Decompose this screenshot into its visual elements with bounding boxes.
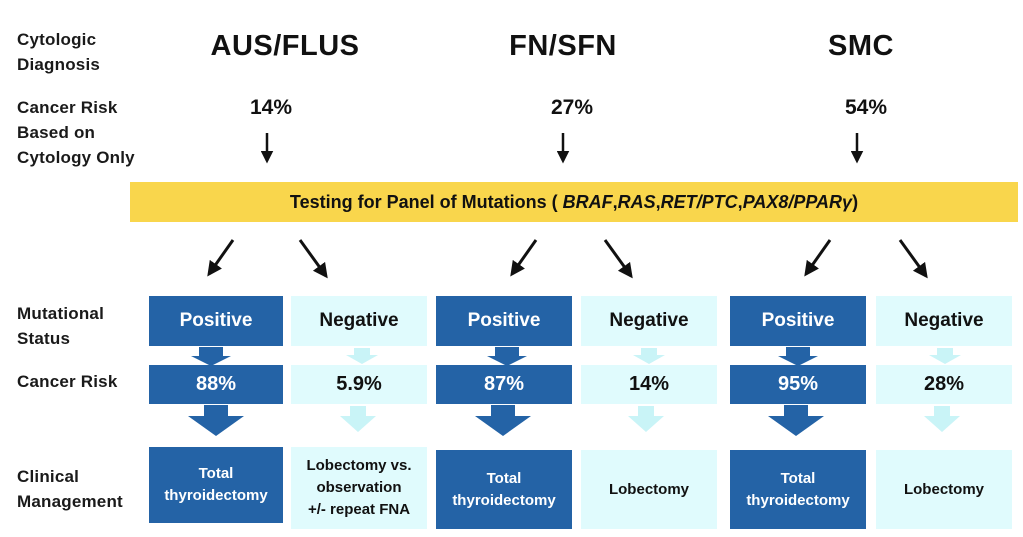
positive-management-box-3: Total thyroidectomy — [730, 450, 866, 529]
banner-separator: , — [655, 191, 661, 212]
management-line: Total — [198, 465, 234, 482]
management-line: Lobectomy — [903, 480, 984, 498]
negative-status-box-2: Negative — [581, 296, 717, 346]
row-label-cancer-risk-cytology: Cancer Risk Based on Cytology Only — [17, 95, 135, 170]
negative-management-box-1: Lobectomy vs. observation +/- repeat FNA — [291, 447, 427, 529]
split-arrow-left-icon — [207, 239, 235, 277]
mutation-panel-banner: Testing for Panel of Mutations ( BRAF, R… — [130, 182, 1018, 222]
row-label-line: Cytologic — [17, 30, 97, 49]
management-line: Total — [486, 469, 522, 487]
gene-ras: RAS — [617, 191, 656, 212]
flow-chevron-icon — [924, 406, 960, 432]
gene-ret-ptc: RET/PTC — [660, 191, 738, 212]
gene-braf: BRAF — [562, 191, 613, 212]
negative-risk-box-2: 14% — [581, 365, 717, 404]
cytology-risk-3: 54% — [844, 96, 888, 119]
row-label-line: Management — [17, 492, 123, 511]
row-label-cancer-risk: Cancer Risk — [17, 372, 118, 391]
flow-chevron-icon — [475, 405, 531, 436]
flow-chevron-icon — [768, 405, 824, 436]
cytology-risk-1: 14% — [249, 96, 293, 119]
flow-chevron-icon — [188, 405, 244, 436]
row-label-line: Based on — [17, 123, 96, 142]
negative-risk-box-1: 5.9% — [291, 365, 427, 404]
cytology-risk-2: 27% — [550, 96, 594, 119]
negative-management-box-3: Lobectomy — [876, 450, 1012, 529]
management-line: Lobectomy — [608, 480, 689, 498]
positive-risk-box-2: 87% — [436, 365, 572, 404]
flow-chevron-icon — [633, 348, 665, 364]
negative-status-box-1: Negative — [291, 296, 427, 346]
row-label-cytologic-diagnosis: Cytologic Diagnosis — [17, 27, 100, 77]
row-label-line: Status — [17, 329, 71, 348]
row-label-line: Mutational — [17, 304, 104, 323]
row-label-clinical-management: Clinical Management — [17, 464, 123, 514]
row-label-mutational-status: Mutational Status — [17, 301, 104, 351]
positive-status-box-2: Positive — [436, 296, 572, 346]
category-heading-3: SMC — [828, 30, 894, 62]
banner-separator: , — [737, 191, 743, 212]
positive-status-box-1: Positive — [149, 296, 283, 346]
management-line: observation — [316, 479, 402, 496]
banner-separator: , — [612, 191, 618, 212]
flow-chevron-icon — [929, 348, 961, 364]
management-line: thyroidectomy — [452, 491, 556, 509]
flow-chevron-icon — [340, 406, 376, 432]
category-heading-2: FN/SFN — [509, 30, 617, 62]
positive-risk-box-3: 95% — [730, 365, 866, 404]
negative-management-box-2: Lobectomy — [581, 450, 717, 529]
flow-chevron-icon — [191, 347, 231, 366]
positive-management-box-1: Total thyroidectomy — [149, 447, 283, 523]
management-line: thyroidectomy — [746, 491, 850, 509]
flow-chevron-icon — [487, 347, 527, 366]
split-arrow-right-icon — [603, 239, 633, 279]
negative-risk-box-3: 28% — [876, 365, 1012, 404]
split-arrow-right-icon — [898, 239, 928, 279]
positive-risk-box-1: 88% — [149, 365, 283, 404]
positive-status-box-3: Positive — [730, 296, 866, 346]
banner-prefix: Testing for Panel of Mutations ( — [289, 191, 558, 212]
split-arrow-right-icon — [298, 239, 328, 279]
row-label-line: Cancer Risk — [17, 98, 118, 117]
row-label-line: Diagnosis — [17, 55, 101, 74]
flow-chevron-icon — [778, 347, 818, 366]
flow-chevron-icon — [628, 406, 664, 432]
management-line: Lobectomy vs. — [306, 457, 412, 474]
positive-management-box-2: Total thyroidectomy — [436, 450, 572, 529]
banner-suffix: ) — [852, 191, 859, 212]
split-arrow-left-icon — [510, 239, 538, 277]
gene-pax8-ppar: PAX8/PPARγ — [742, 191, 853, 212]
split-arrow-left-icon — [804, 239, 832, 277]
row-label-line: Cytology Only — [17, 148, 135, 167]
management-line: Total — [780, 469, 816, 487]
negative-status-box-3: Negative — [876, 296, 1012, 346]
management-line: thyroidectomy — [164, 487, 268, 504]
management-line: +/- repeat FNA — [307, 501, 411, 518]
row-label-line: Clinical — [17, 467, 80, 486]
flow-chevron-icon — [346, 348, 378, 364]
category-heading-1: AUS/FLUS — [210, 30, 360, 62]
